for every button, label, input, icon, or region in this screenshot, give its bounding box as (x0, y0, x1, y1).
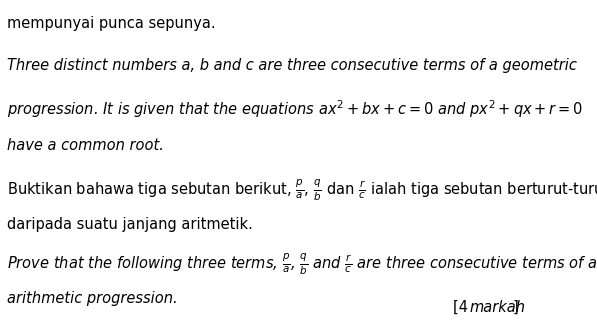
Text: markah: markah (470, 300, 526, 315)
Text: Buktikan bahawa tiga sebutan berikut, $\frac{p}{a}$, $\frac{q}{b}$ dan $\frac{r}: Buktikan bahawa tiga sebutan berikut, $\… (7, 178, 597, 203)
Text: have a common root.: have a common root. (7, 138, 164, 153)
Text: mempunyai punca sepunya.: mempunyai punca sepunya. (7, 16, 216, 31)
Text: Prove that the following three terms, $\frac{p}{a}$, $\frac{q}{b}$ and $\frac{r}: Prove that the following three terms, $\… (7, 252, 597, 277)
Text: Three distinct numbers ​a, b and c are three consecutive terms of a geometric: Three distinct numbers ​a, b and c are t… (7, 58, 577, 73)
Text: [4: [4 (453, 300, 472, 315)
Text: arithmetic progression.: arithmetic progression. (7, 291, 178, 307)
Text: progression. It is given that the equations $ax^2 + bx + c = 0$ and $px^2 + qx +: progression. It is given that the equati… (7, 98, 583, 120)
Text: daripada suatu janjang aritmetik.: daripada suatu janjang aritmetik. (7, 217, 253, 232)
Text: ]: ] (512, 300, 518, 315)
